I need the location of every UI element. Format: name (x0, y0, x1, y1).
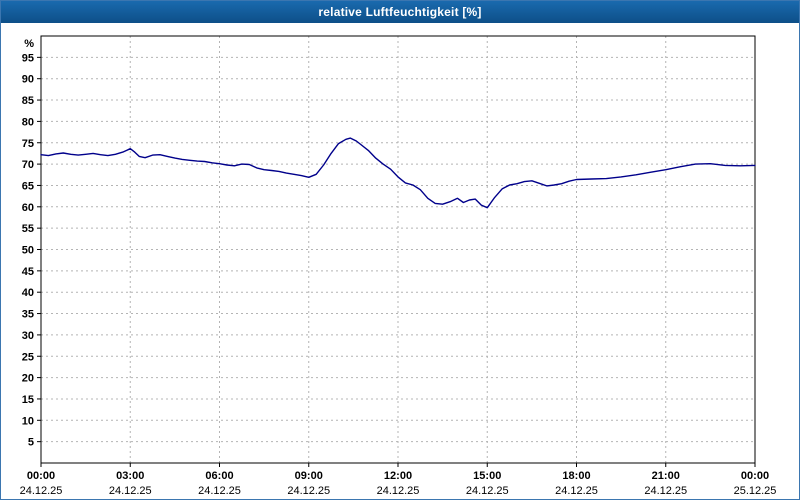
y-tick-label: 35 (22, 309, 34, 321)
y-tick-label: 50 (22, 245, 34, 257)
humidity-series-line (40, 137, 756, 209)
x-tick-date: 24.12.25 (20, 485, 63, 497)
x-tick-date: 24.12.25 (287, 485, 330, 497)
x-tick-time: 12:00 (384, 470, 412, 482)
window-title: relative Luftfeuchtigkeit [%] (318, 5, 482, 19)
x-tick-time: 00:00 (27, 470, 55, 482)
x-tick-time: 15:00 (473, 470, 501, 482)
plot-border (40, 35, 756, 464)
x-tick-date: 25.12.25 (734, 485, 777, 497)
y-axis-unit-label: % (24, 38, 34, 50)
y-tick-label: 30 (22, 330, 34, 342)
chart-area: 5 10 15 20 25 30 35 40 45 50 55 60 65 70 75 80 85 90 95% 00… (1, 23, 799, 499)
x-tick-time: 03:00 (116, 470, 144, 482)
y-axis-labels: 5 10 15 20 25 30 35 40 45 50 55 60 65 70 75 80 85 90 95 (22, 52, 34, 448)
gridlines (37, 36, 756, 467)
x-tick-date: 24.12.25 (466, 485, 509, 497)
y-tick-label: 15 (22, 394, 34, 406)
x-tick-date: 24.12.25 (198, 485, 241, 497)
x-axis-labels: 00:00 24.12.25 03:00 24.12.25 06:00 24.12.25 0… (20, 470, 777, 497)
x-tick-time: 18:00 (562, 470, 590, 482)
y-tick-label: 90 (22, 74, 34, 86)
y-tick-label: 10 (22, 415, 34, 427)
x-tick-time: 21:00 (652, 470, 680, 482)
x-tick-date: 24.12.25 (555, 485, 598, 497)
y-tick-label: 75 (22, 138, 34, 150)
y-tick-label: 25 (22, 351, 34, 363)
window-titlebar: relative Luftfeuchtigkeit [%] (1, 1, 799, 24)
y-tick-label: 80 (22, 116, 34, 128)
humidity-line-chart: 5 10 15 20 25 30 35 40 45 50 55 60 65 70 75 80 85 90 95% 00… (20, 35, 777, 497)
y-tick-label: 20 (22, 373, 34, 385)
y-tick-label: 65 (22, 180, 34, 192)
x-tick-date: 24.12.25 (109, 485, 152, 497)
y-tick-label: 60 (22, 202, 34, 214)
y-tick-label: 40 (22, 287, 34, 299)
x-tick-time: 00:00 (741, 470, 769, 482)
x-tick-time: 09:00 (295, 470, 323, 482)
y-tick-label: 70 (22, 159, 34, 171)
y-tick-label: 85 (22, 95, 34, 107)
y-tick-label: 5 (28, 437, 34, 449)
x-tick-time: 06:00 (205, 470, 233, 482)
x-tick-date: 24.12.25 (377, 485, 420, 497)
y-tick-label: 55 (22, 223, 34, 235)
y-tick-label: 95 (22, 52, 34, 64)
y-tick-label: 45 (22, 266, 34, 278)
x-tick-date: 24.12.25 (644, 485, 687, 497)
